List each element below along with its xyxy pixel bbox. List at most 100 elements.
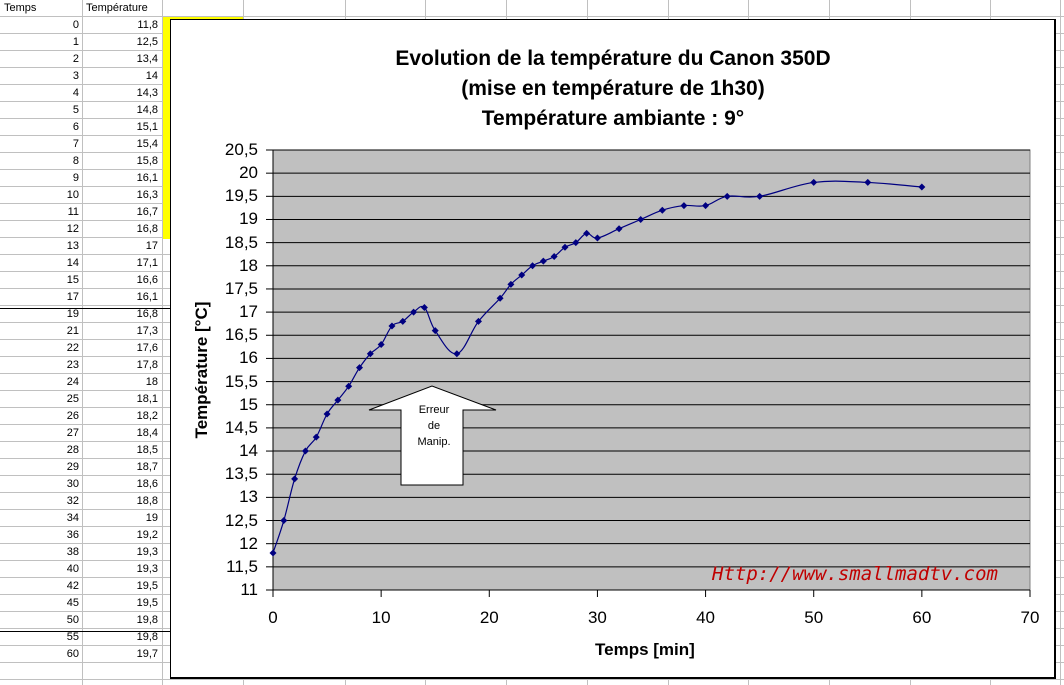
cell-temps[interactable]: 13 bbox=[66, 240, 79, 252]
data-point-marker bbox=[539, 257, 547, 265]
data-point-marker bbox=[702, 202, 710, 210]
cell-temperature[interactable]: 17 bbox=[145, 240, 158, 252]
cell-temps[interactable]: 38 bbox=[66, 546, 79, 558]
annotation-line: de bbox=[427, 420, 441, 432]
cell-temperature[interactable]: 19,2 bbox=[136, 529, 158, 541]
cell-temps[interactable]: 45 bbox=[66, 597, 79, 609]
annotation-line: Erreur bbox=[418, 404, 450, 416]
data-point-marker bbox=[507, 280, 515, 288]
cell-temps[interactable]: 15 bbox=[66, 274, 79, 286]
cell-temperature[interactable]: 18,4 bbox=[136, 427, 158, 439]
cell-temperature[interactable]: 14 bbox=[145, 70, 158, 82]
cell-temps[interactable]: 7 bbox=[72, 138, 79, 150]
cell-temperature[interactable]: 17,3 bbox=[136, 325, 158, 337]
cell-temps[interactable]: 26 bbox=[66, 410, 79, 422]
cell-temps[interactable]: 12 bbox=[66, 223, 79, 235]
cell-temperature[interactable]: 18 bbox=[145, 376, 158, 388]
cell-temperature[interactable]: 16,6 bbox=[136, 274, 158, 286]
cell-temps[interactable]: 14 bbox=[66, 257, 79, 269]
data-point-marker bbox=[583, 229, 591, 237]
cell-temps[interactable]: 2 bbox=[72, 53, 79, 65]
cell-temperature[interactable]: 17,1 bbox=[136, 257, 158, 269]
data-point-marker bbox=[410, 308, 418, 316]
data-point-marker bbox=[658, 206, 666, 214]
cell-temperature[interactable]: 15,4 bbox=[136, 138, 158, 150]
y-tick-label: 19 bbox=[239, 209, 258, 229]
data-point-marker bbox=[280, 517, 288, 525]
cell-temperature[interactable]: 19,8 bbox=[136, 631, 158, 643]
cell-temperature[interactable]: 16,1 bbox=[136, 291, 158, 303]
cell-temps[interactable]: 30 bbox=[66, 478, 79, 490]
cell-temps[interactable]: 25 bbox=[66, 393, 79, 405]
cell-temps[interactable]: 27 bbox=[66, 427, 79, 439]
cell-temps[interactable]: 50 bbox=[66, 614, 79, 626]
cell-temperature[interactable]: 16,3 bbox=[136, 189, 158, 201]
cell-temperature[interactable]: 16,8 bbox=[136, 308, 158, 320]
data-point-marker bbox=[474, 317, 482, 325]
cell-temperature[interactable]: 19,7 bbox=[136, 648, 158, 660]
data-point-marker bbox=[723, 192, 731, 200]
cell-temps[interactable]: 4 bbox=[72, 87, 79, 99]
cell-temperature[interactable]: 16,1 bbox=[136, 172, 158, 184]
cell-temps[interactable]: 0 bbox=[72, 19, 79, 31]
cell-temperature[interactable]: 19,5 bbox=[136, 580, 158, 592]
cell-temperature[interactable]: 14,8 bbox=[136, 104, 158, 116]
cell-temperature[interactable]: 19 bbox=[145, 512, 158, 524]
cell-temps[interactable]: 28 bbox=[66, 444, 79, 456]
cell-temperature[interactable]: 13,4 bbox=[136, 53, 158, 65]
data-point-marker bbox=[431, 327, 439, 335]
cell-temperature[interactable]: 18,5 bbox=[136, 444, 158, 456]
cell-temperature[interactable]: 12,5 bbox=[136, 36, 158, 48]
cell-temperature[interactable]: 18,2 bbox=[136, 410, 158, 422]
cell-temps[interactable]: 9 bbox=[72, 172, 79, 184]
cell-temperature[interactable]: 16,7 bbox=[136, 206, 158, 218]
cell-temperature[interactable]: 19,8 bbox=[136, 614, 158, 626]
cell-temps[interactable]: 10 bbox=[66, 189, 79, 201]
cell-temperature[interactable]: 15,8 bbox=[136, 155, 158, 167]
cell-temperature[interactable]: 18,1 bbox=[136, 393, 158, 405]
cell-temperature[interactable]: 17,6 bbox=[136, 342, 158, 354]
x-tick-label: 20 bbox=[479, 608, 499, 627]
cell-temps[interactable]: 22 bbox=[66, 342, 79, 354]
data-point-marker bbox=[345, 382, 353, 390]
cell-temperature[interactable]: 17,8 bbox=[136, 359, 158, 371]
cell-temps[interactable]: 32 bbox=[66, 495, 79, 507]
cell-temps[interactable]: 17 bbox=[66, 291, 79, 303]
cell-temps[interactable]: 60 bbox=[66, 648, 79, 660]
cell-temps[interactable]: 34 bbox=[66, 512, 79, 524]
cell-temps[interactable]: 55 bbox=[66, 631, 79, 643]
x-axis-label: Temps [min] bbox=[595, 640, 695, 659]
cell-temps[interactable]: 42 bbox=[66, 580, 79, 592]
cell-temperature[interactable]: 18,8 bbox=[136, 495, 158, 507]
cell-temps[interactable]: 36 bbox=[66, 529, 79, 541]
cell-temps[interactable]: 6 bbox=[72, 121, 79, 133]
cell-temperature[interactable]: 18,6 bbox=[136, 478, 158, 490]
cell-temps[interactable]: 11 bbox=[67, 206, 79, 218]
cell-temps[interactable]: 29 bbox=[66, 461, 79, 473]
header-temperature[interactable]: Température bbox=[86, 2, 148, 14]
plot-background bbox=[272, 149, 1031, 591]
cell-temps[interactable]: 19 bbox=[66, 308, 79, 320]
title-line-3: Température ambiante : 9° bbox=[481, 107, 745, 130]
cell-temperature[interactable]: 16,8 bbox=[136, 223, 158, 235]
cell-temps[interactable]: 21 bbox=[66, 325, 79, 337]
cell-temperature[interactable]: 18,7 bbox=[136, 461, 158, 473]
cell-temperature[interactable]: 14,3 bbox=[136, 87, 158, 99]
cell-temps[interactable]: 5 bbox=[72, 104, 79, 116]
cell-temps[interactable]: 8 bbox=[72, 155, 79, 167]
cell-temperature[interactable]: 11,8 bbox=[137, 19, 158, 31]
cell-temps[interactable]: 1 bbox=[72, 36, 79, 48]
cell-temperature[interactable]: 19,5 bbox=[136, 597, 158, 609]
cell-temperature[interactable]: 19,3 bbox=[136, 563, 158, 575]
column-divider bbox=[82, 0, 83, 685]
cell-temperature[interactable]: 15,1 bbox=[136, 121, 158, 133]
cell-temps[interactable]: 3 bbox=[72, 70, 79, 82]
data-point-marker bbox=[593, 234, 601, 242]
y-tick-label: 17 bbox=[239, 302, 258, 322]
cell-temperature[interactable]: 19,3 bbox=[136, 546, 158, 558]
cell-temps[interactable]: 40 bbox=[66, 563, 79, 575]
header-temps[interactable]: Temps bbox=[4, 2, 37, 14]
cell-temps[interactable]: 24 bbox=[66, 376, 79, 388]
cell-temps[interactable]: 23 bbox=[66, 359, 79, 371]
